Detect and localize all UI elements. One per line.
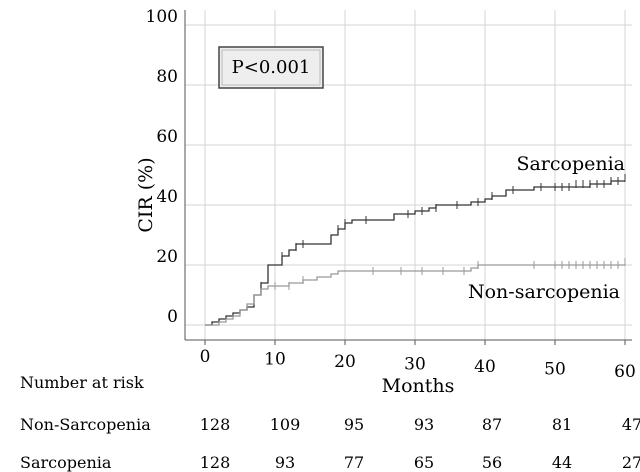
y-tick-label: 20 [156,247,178,267]
risk-value: 56 [482,453,502,472]
x-tick-label: 60 [614,362,636,382]
risk-value: 93 [414,415,434,434]
p-value-box: P<0.001 [218,46,324,89]
axes [184,10,632,341]
x-tick-label: 0 [200,347,211,367]
risk-value: 95 [344,415,364,434]
risk-value: 27 [622,453,640,472]
grid-lines [185,10,632,345]
risk-value: 77 [344,453,364,472]
risk-value: 44 [552,453,572,472]
risk-value: 65 [414,453,434,472]
risk-value: 87 [482,415,502,434]
risk-value: 109 [270,415,301,434]
y-tick-label: 40 [156,187,178,207]
risk-value: 128 [200,415,231,434]
x-tick-label: 30 [404,355,426,375]
series-line-non-sarcopenia [205,264,625,326]
x-tick-label: 20 [334,352,356,372]
x-tick-labels: 0 10 20 30 40 50 60 [200,347,636,382]
series-label-non-sarcopenia: Non-sarcopenia [468,281,620,303]
risk-table: Non-Sarcopenia 128 109 95 93 87 81 47 Sarcopenia… [20,415,640,472]
p-value-text: P<0.001 [232,57,311,78]
risk-row-label: Non-Sarcopenia [20,415,151,434]
risk-value: 81 [552,415,572,434]
risk-table-title: Number at risk [20,373,144,392]
y-tick-labels: 0 20 40 60 80 100 [146,7,178,327]
x-tick-label: 40 [474,357,496,377]
risk-value: 128 [200,453,231,472]
risk-value: 47 [622,415,640,434]
x-tick-label: 50 [544,360,566,380]
risk-value: 93 [275,453,295,472]
x-axis-label: Months [382,375,455,397]
y-tick-label: 60 [156,127,178,147]
y-tick-label: 80 [156,67,178,87]
y-tick-label: 100 [146,7,178,27]
y-tick-label: 0 [167,307,178,327]
y-axis-label: CIR (%) [135,157,157,232]
series-group [205,174,626,326]
series-label-sarcopenia: Sarcopenia [516,153,625,175]
x-tick-label: 10 [264,350,286,370]
risk-row-label: Sarcopenia [20,453,112,472]
